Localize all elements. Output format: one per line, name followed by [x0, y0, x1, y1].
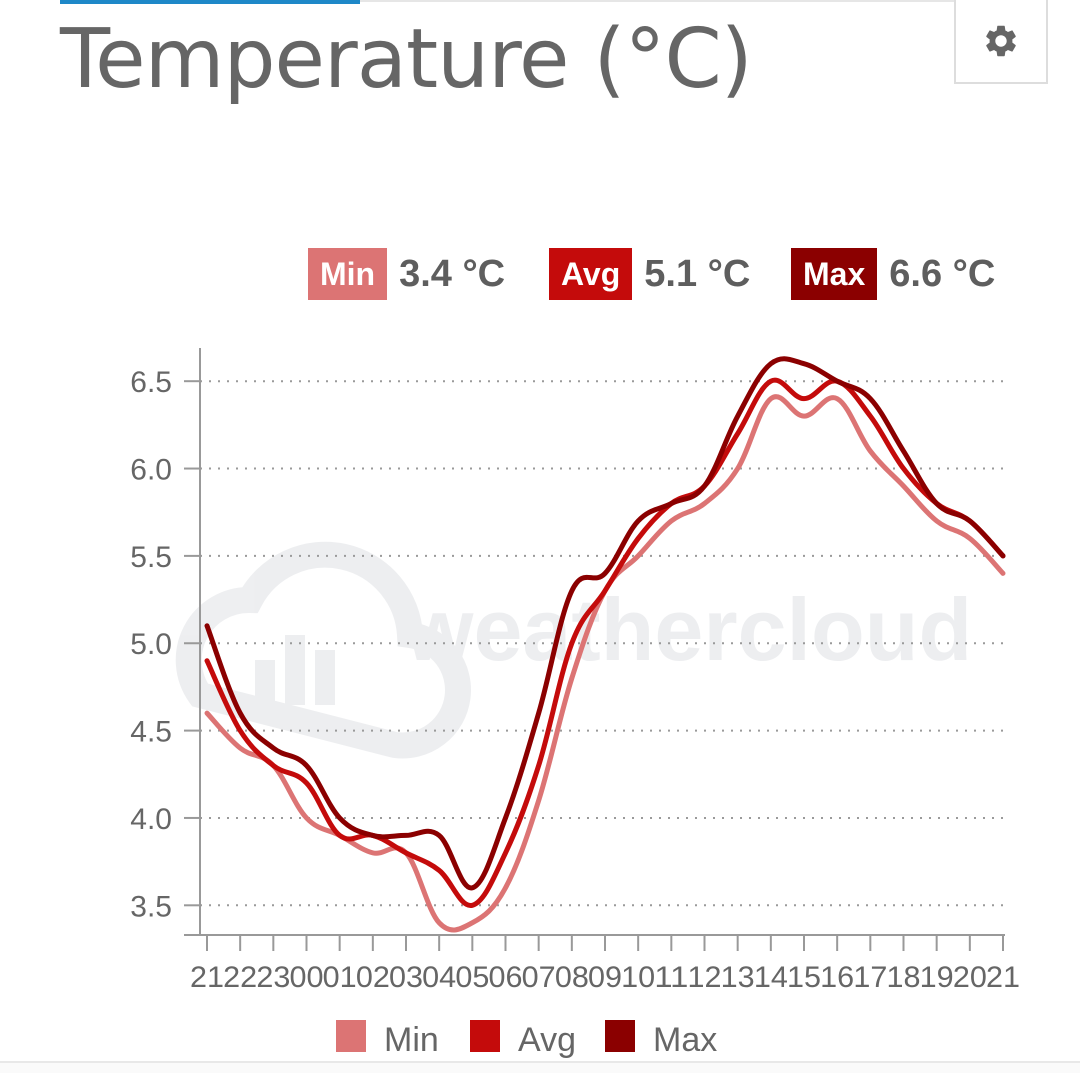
- x-tick-label: 01: [323, 961, 357, 994]
- x-tick-label: 02: [356, 961, 390, 994]
- x-tick-label: 18: [887, 961, 921, 994]
- legend-swatch-max: [605, 1020, 635, 1052]
- x-tick-label: 10: [621, 961, 655, 994]
- legend-label-min: Min: [384, 1021, 439, 1059]
- cloud-icon: [175, 541, 471, 759]
- x-tick-label: 07: [522, 961, 556, 994]
- y-tick-label: 5.5: [130, 541, 172, 574]
- watermark-bar: [315, 650, 335, 705]
- top-divider: [360, 0, 960, 2]
- x-tick-label: 13: [721, 961, 755, 994]
- bottom-divider: [0, 1061, 1080, 1073]
- x-tick-label: 04: [422, 961, 456, 994]
- x-tick-label: 20: [953, 961, 987, 994]
- min-summary: Min 3.4 °C: [308, 248, 505, 300]
- x-tick-label: 21: [190, 961, 224, 994]
- series-line-avg: [204, 377, 1006, 908]
- y-tick-label: 5.0: [130, 628, 172, 661]
- settings-button[interactable]: [954, 0, 1048, 84]
- max-summary: Max 6.6 °C: [791, 248, 995, 300]
- page-title: Temperature (°C): [60, 12, 753, 107]
- max-badge: Max: [791, 248, 878, 300]
- y-tick-label: 3.5: [130, 890, 172, 923]
- y-tick-label: 6.5: [130, 366, 172, 399]
- legend-label-max: Max: [653, 1021, 717, 1059]
- y-tick-label: 6.0: [130, 454, 172, 487]
- x-tick-label: 06: [489, 961, 523, 994]
- y-tick-label: 4.0: [130, 803, 172, 836]
- top-accent-bar: [60, 0, 360, 4]
- watermark-bar: [255, 660, 275, 705]
- x-tick-label: 21: [986, 961, 1020, 994]
- legend-swatch-avg: [470, 1020, 500, 1052]
- avg-badge: Avg: [549, 248, 633, 300]
- x-tick-label: 05: [455, 961, 489, 994]
- x-tick-label: 22: [223, 961, 257, 994]
- x-tick-label: 14: [754, 961, 788, 994]
- min-badge: Min: [308, 248, 388, 300]
- legend-label-avg: Avg: [518, 1021, 576, 1059]
- avg-summary: Avg 5.1 °C: [549, 248, 750, 300]
- max-value: 6.6 °C: [889, 252, 996, 295]
- gear-icon: [986, 25, 1016, 57]
- x-tick-label: 12: [688, 961, 722, 994]
- x-tick-label: 09: [588, 961, 622, 994]
- series-line-max: [204, 356, 1006, 891]
- x-tick-label: 00: [290, 961, 324, 994]
- legend-swatch-min: [336, 1020, 366, 1052]
- watermark-bar: [285, 635, 305, 705]
- watermark-logo: weathercloud: [175, 541, 972, 759]
- x-tick-label: 11: [654, 961, 688, 994]
- x-tick-label: 17: [853, 961, 887, 994]
- min-value: 3.4 °C: [399, 252, 506, 295]
- x-tick-label: 08: [555, 961, 589, 994]
- x-tick-label: 03: [389, 961, 423, 994]
- x-tick-label: 23: [256, 961, 290, 994]
- x-tick-label: 15: [787, 961, 821, 994]
- x-tick-label: 16: [820, 961, 854, 994]
- y-tick-label: 4.5: [130, 716, 172, 749]
- x-tick-label: 19: [920, 961, 954, 994]
- avg-value: 5.1 °C: [644, 252, 751, 295]
- watermark-text: weathercloud: [404, 580, 972, 679]
